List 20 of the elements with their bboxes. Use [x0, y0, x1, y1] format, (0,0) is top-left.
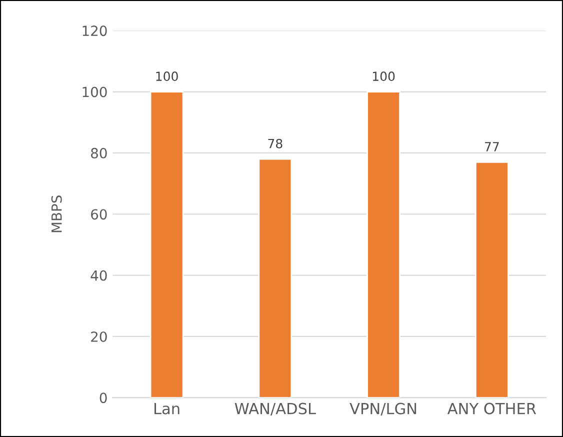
y-tick-label: 120	[82, 26, 107, 36]
bar	[366, 91, 400, 398]
x-tick-label: WAN/ADSL	[234, 402, 316, 416]
data-label: 100	[372, 72, 395, 82]
bar	[474, 161, 509, 398]
y-tick-label: 0	[100, 392, 107, 404]
data-label: 100	[156, 72, 178, 82]
y-tick-label: 80	[91, 148, 107, 158]
y-axis-title: MBPS	[51, 196, 62, 232]
data-label: 78	[268, 138, 282, 148]
bar	[150, 91, 184, 398]
bar	[258, 158, 292, 398]
y-tick-label: 60	[91, 209, 107, 220]
x-tick-label: VPN/LGN	[350, 402, 416, 416]
y-tick-label: 40	[90, 270, 107, 281]
x-tick-label: Lan	[154, 403, 180, 414]
data-label: 77	[484, 142, 499, 152]
y-tick-label: 20	[91, 331, 107, 342]
x-tick-label: ANY OTHER	[447, 402, 536, 414]
y-tick-label: 100	[82, 86, 107, 98]
